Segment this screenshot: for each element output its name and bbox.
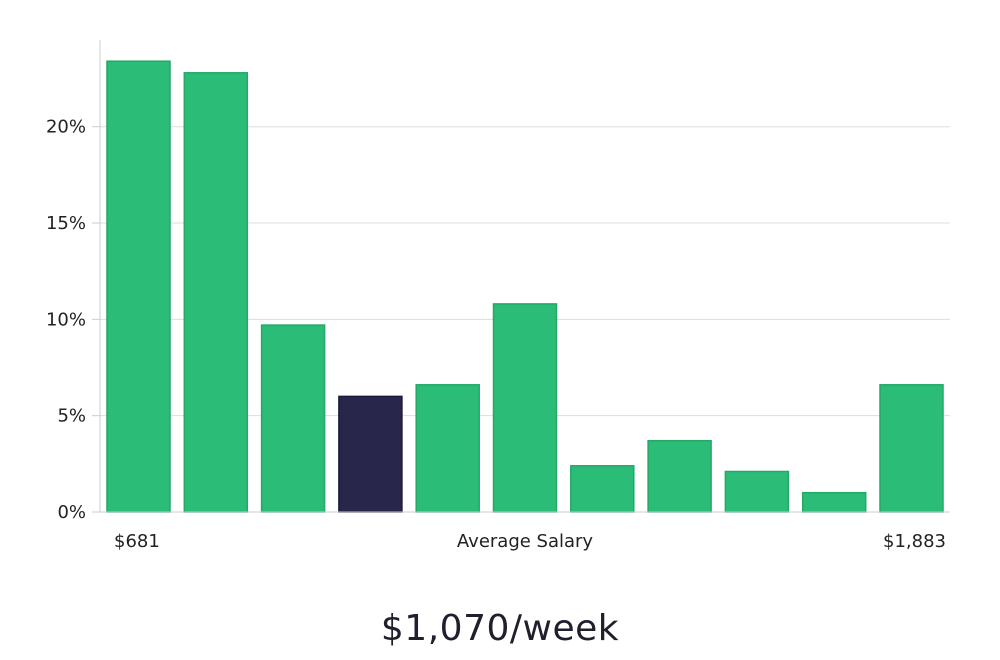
bars [106,60,944,513]
bar [183,72,249,513]
bar [724,470,790,513]
y-tick-label: 15% [46,213,86,234]
y-tick-label: 0% [57,502,86,523]
bar-highlighted [338,395,403,513]
x-axis-title: Average Salary [457,531,594,552]
y-tick-labels: 0% 5% 10% 15% 20% [46,117,86,523]
bar [260,324,326,513]
axes [92,40,950,513]
bar [492,303,558,513]
bar [570,465,635,513]
y-tick-label: 10% [46,309,86,330]
y-tick-label: 20% [46,117,86,138]
y-tick-label: 5% [57,406,86,427]
average-weekly-salary: $1,070/week [380,608,620,649]
bar [415,384,480,513]
x-min-label: $681 [114,531,160,552]
bar [106,60,171,513]
bar [801,491,867,513]
x-max-label: $1,883 [883,531,946,552]
bar [647,439,712,513]
bar [879,384,944,513]
salary-histogram: 0% 5% 10% 15% 20% $681 Average Salary $1,883 [46,40,950,552]
